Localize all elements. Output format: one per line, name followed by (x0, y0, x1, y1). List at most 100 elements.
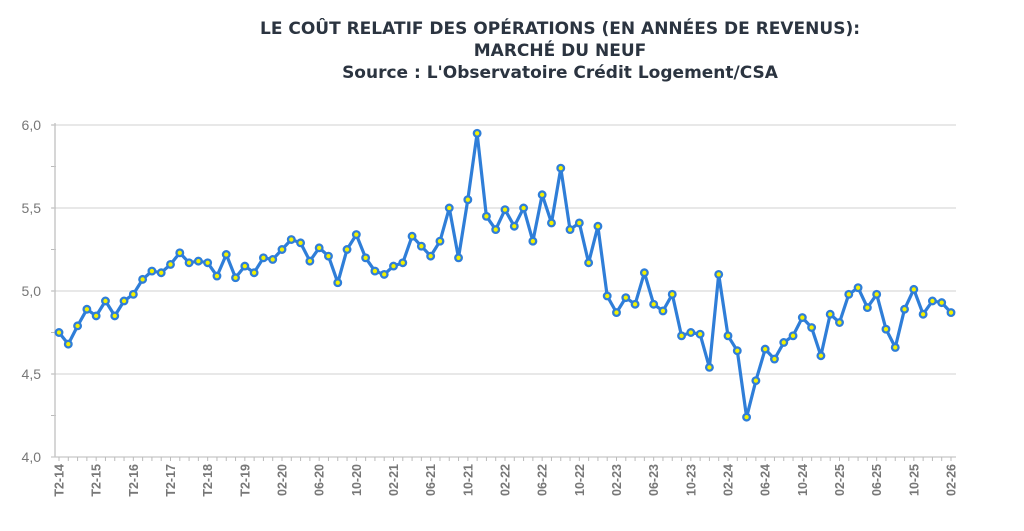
gridlines (52, 124, 956, 375)
chart-subtitle: Source : L'Observatoire Crédit Logement/… (342, 63, 778, 83)
data-point (584, 258, 594, 268)
data-point (389, 261, 398, 271)
data-point (324, 251, 333, 261)
x-tick-label: 02-25 (833, 464, 847, 496)
data-point (54, 328, 64, 337)
data-point (658, 306, 668, 316)
data-point (593, 221, 603, 231)
x-tick-label: T2-14 (53, 464, 67, 497)
data-point (249, 268, 259, 278)
x-tick-label: 06-24 (759, 464, 773, 496)
data-point (416, 241, 426, 251)
x-tick-label: T2-16 (127, 464, 141, 497)
data-point (621, 293, 631, 303)
data-point (212, 271, 222, 281)
data-point (751, 376, 761, 386)
data-point (760, 344, 770, 354)
data-point (612, 308, 621, 318)
x-tick-label: T2-17 (164, 464, 178, 497)
data-point (258, 253, 268, 263)
x-tick-label: T2-19 (238, 464, 252, 497)
y-tick-label: 6,0 (22, 117, 42, 133)
y-tick-label: 5,0 (22, 283, 42, 299)
data-point (82, 304, 92, 314)
data-point (491, 225, 501, 235)
data-point (128, 289, 138, 299)
x-tick-label: 06-22 (536, 464, 550, 496)
data-point (166, 259, 175, 269)
data-point (407, 231, 417, 241)
data-point (630, 299, 640, 309)
data-point (528, 236, 538, 246)
chart-title-line-1: LE COÛT RELATIF DES OPÉRATIONS (EN ANNÉE… (259, 19, 861, 39)
data-point (779, 338, 789, 347)
data-point (909, 284, 919, 294)
data-point (147, 266, 157, 276)
data-point (472, 128, 482, 138)
x-tick-label: 06-20 (313, 464, 327, 496)
x-tick-label: 10-24 (796, 464, 810, 496)
data-point (119, 296, 129, 306)
data-point (193, 256, 203, 266)
data-point (398, 258, 408, 268)
data-point (73, 321, 83, 331)
chart-title-line-2: MARCHÉ DU NEUF (473, 41, 647, 61)
x-tick-label: 06-25 (870, 464, 884, 496)
x-tick-label: 02-26 (945, 464, 959, 496)
data-point (556, 163, 566, 173)
data-point (138, 274, 148, 284)
data-point (333, 278, 343, 288)
data-point (807, 323, 817, 332)
x-tick-label: T2-18 (201, 464, 215, 497)
data-point (175, 248, 185, 258)
series (54, 128, 956, 422)
x-tick-label: 10-20 (350, 464, 364, 496)
data-point (519, 203, 529, 213)
data-point (361, 253, 371, 263)
data-point (500, 205, 510, 215)
x-tick-label: 02-20 (276, 464, 290, 496)
data-point (946, 308, 956, 318)
y-tick-label: 4,5 (22, 366, 42, 382)
x-tick-label: 02-23 (610, 464, 624, 496)
x-tick-label: 02-22 (499, 464, 513, 496)
data-point (370, 266, 380, 276)
data-point (565, 225, 575, 235)
x-tick-label: 10-25 (907, 464, 921, 496)
x-tick-label: 02-21 (387, 464, 401, 496)
y-tick-label: 4,0 (22, 449, 42, 465)
data-point (481, 211, 491, 221)
data-point (872, 289, 882, 299)
data-point (184, 258, 194, 268)
y-tick-label: 5,5 (22, 200, 42, 216)
x-tick-label: 10-21 (461, 464, 475, 496)
x-axis: T2-14 T2-15 T2-16 T2-17 T2-18 T2-19 02-20 06-20… (53, 456, 959, 497)
data-point (918, 309, 928, 319)
data-point (788, 331, 798, 341)
x-tick-label: 02-24 (722, 464, 736, 496)
x-tick-label: 10-22 (573, 464, 587, 496)
data-point (221, 250, 231, 259)
data-point (444, 203, 454, 213)
data-point (853, 283, 863, 293)
data-point (63, 339, 73, 349)
data-point (816, 351, 826, 361)
data-point (835, 318, 844, 327)
data-point (602, 291, 612, 301)
data-point (667, 289, 677, 299)
data-point (268, 255, 278, 264)
data-point (937, 298, 947, 308)
data-point (305, 256, 315, 266)
chart-title: LE COÛT RELATIF DES OPÉRATIONS (EN ANNÉE… (0, 18, 1024, 84)
data-point (723, 331, 733, 341)
data-point (426, 251, 436, 261)
data-point (704, 362, 714, 372)
data-point (695, 329, 705, 339)
data-point (156, 268, 166, 278)
data-point (277, 245, 287, 254)
x-tick-label: T2-15 (90, 464, 104, 497)
data-point (296, 238, 306, 248)
data-point (203, 258, 213, 268)
data-point (797, 313, 807, 323)
data-point (101, 296, 110, 306)
